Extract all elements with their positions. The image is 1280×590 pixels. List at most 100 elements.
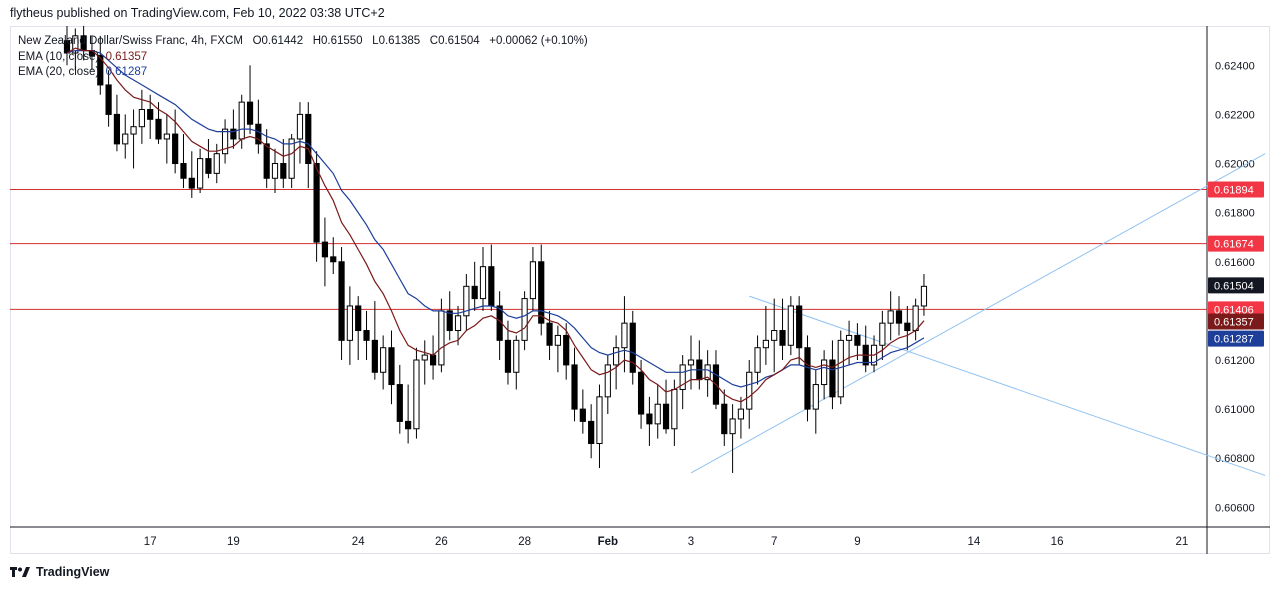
candle-body-up [138, 109, 145, 128]
candle-body-down [796, 305, 803, 349]
candle [646, 396, 653, 446]
ema10-value: 0.61357 [105, 50, 148, 63]
candle [479, 247, 487, 311]
candle-body-up [421, 354, 428, 361]
y-tick-label: 0.61000 [1215, 404, 1255, 416]
candle [113, 94, 121, 152]
candle [588, 404, 595, 459]
candle [97, 35, 104, 95]
price-badge: 0.61504 [1208, 277, 1264, 294]
candle [188, 151, 195, 198]
price-badge-label: 0.61406 [1214, 304, 1254, 316]
candle [355, 296, 362, 360]
tradingview-footer[interactable]: TradingView [10, 565, 109, 579]
candle [221, 119, 229, 164]
candle [213, 143, 220, 184]
x-tick-label: 19 [227, 536, 240, 548]
candle [821, 350, 828, 400]
candle-body-down [563, 334, 570, 366]
x-tick-label: 17 [144, 536, 157, 548]
symbol-title[interactable]: New Zealand Dollar/Swiss Franc, 4h, FXCM [18, 35, 243, 47]
candle [704, 350, 711, 397]
candle [288, 134, 295, 189]
candle-body-up [479, 266, 487, 300]
candle [687, 335, 695, 390]
change-value: +0.00062 (+0.10%) [489, 35, 588, 47]
candle-body-up [463, 285, 470, 317]
candle-body-up [762, 339, 769, 349]
candle-body-down [388, 347, 395, 386]
candle-body-down [255, 123, 262, 145]
candle [737, 396, 745, 439]
candle [446, 291, 453, 341]
candle [538, 244, 545, 336]
candle [429, 335, 437, 380]
candle [180, 134, 187, 189]
candle [197, 148, 204, 193]
candle-body-up [221, 128, 229, 155]
candle-body-down [188, 177, 195, 189]
candle-body-down [779, 330, 786, 346]
candle-body-down [629, 322, 636, 373]
candle-body-down [263, 143, 270, 179]
candle-body-up [163, 133, 170, 140]
candle-body-down [504, 339, 512, 373]
candle-body-up [771, 330, 778, 341]
candle-body-down [829, 359, 836, 398]
candle-body-down [321, 241, 329, 258]
ema20-label: EMA (20, close) [18, 66, 100, 78]
candle-body-up [654, 403, 661, 425]
candle-body-down [488, 266, 495, 307]
candle [696, 340, 703, 390]
price-badge-bg [1208, 277, 1264, 294]
candle-body-down [904, 322, 911, 332]
candle-body-down [637, 371, 645, 415]
chart-frame[interactable]: 0.62400 0.62200 0.62000 0.61800 0.61600 0.614… [10, 21, 1270, 554]
candle [762, 305, 769, 365]
candle [271, 148, 279, 193]
published-line: flytheus published on TradingView.com, F… [10, 6, 385, 20]
candle-body-down [446, 310, 453, 332]
candle [263, 129, 270, 189]
candle-body-down [895, 310, 903, 324]
candle [862, 325, 869, 373]
price-badge: 0.61894 [1208, 181, 1264, 198]
price-badge-bg [1208, 181, 1264, 198]
candle [895, 296, 903, 336]
y-tick-label: 0.62400 [1215, 60, 1255, 72]
candle-body-up [521, 298, 528, 341]
x-tick-label: 9 [854, 536, 860, 548]
legend-ema20-row[interactable]: EMA (20, close) 0.61287 [18, 65, 588, 81]
candlestick-chart[interactable]: 0.62400 0.62200 0.62000 0.61800 0.61600 0.614… [10, 21, 1270, 554]
candle-body-down [338, 261, 345, 341]
candle [563, 323, 570, 380]
candle [246, 65, 254, 135]
candle [363, 310, 370, 360]
candle [138, 89, 145, 144]
price-badge: 0.61406 [1208, 301, 1264, 318]
price-badge-bg [1208, 235, 1264, 252]
candle [122, 114, 129, 159]
high-label: H [312, 35, 321, 47]
candle-body-up [887, 310, 894, 324]
y-tick-label: 0.60600 [1215, 502, 1255, 514]
ema20-line [66, 50, 925, 388]
candle-body-down [571, 364, 578, 410]
x-tick-label: 26 [435, 536, 448, 548]
candle-body-up [554, 334, 561, 346]
candle [721, 389, 728, 446]
x-tick-label: 7 [771, 536, 777, 548]
candle-body-down [97, 54, 104, 86]
close-label: C [429, 35, 439, 47]
candle-body-up [238, 101, 245, 140]
candle [380, 335, 387, 390]
chart-legend: New Zealand Dollar/Swiss Franc, 4h, FXCM… [18, 34, 588, 81]
candle [637, 360, 645, 429]
candle [296, 102, 304, 164]
candle [496, 291, 503, 360]
chart-border [10, 26, 1270, 554]
trend-line [749, 295, 1266, 476]
legend-ema10-row[interactable]: EMA (10, close) 0.61357 [18, 50, 588, 66]
candle-body-up [130, 126, 137, 135]
y-tick-label: 0.60800 [1215, 453, 1255, 465]
